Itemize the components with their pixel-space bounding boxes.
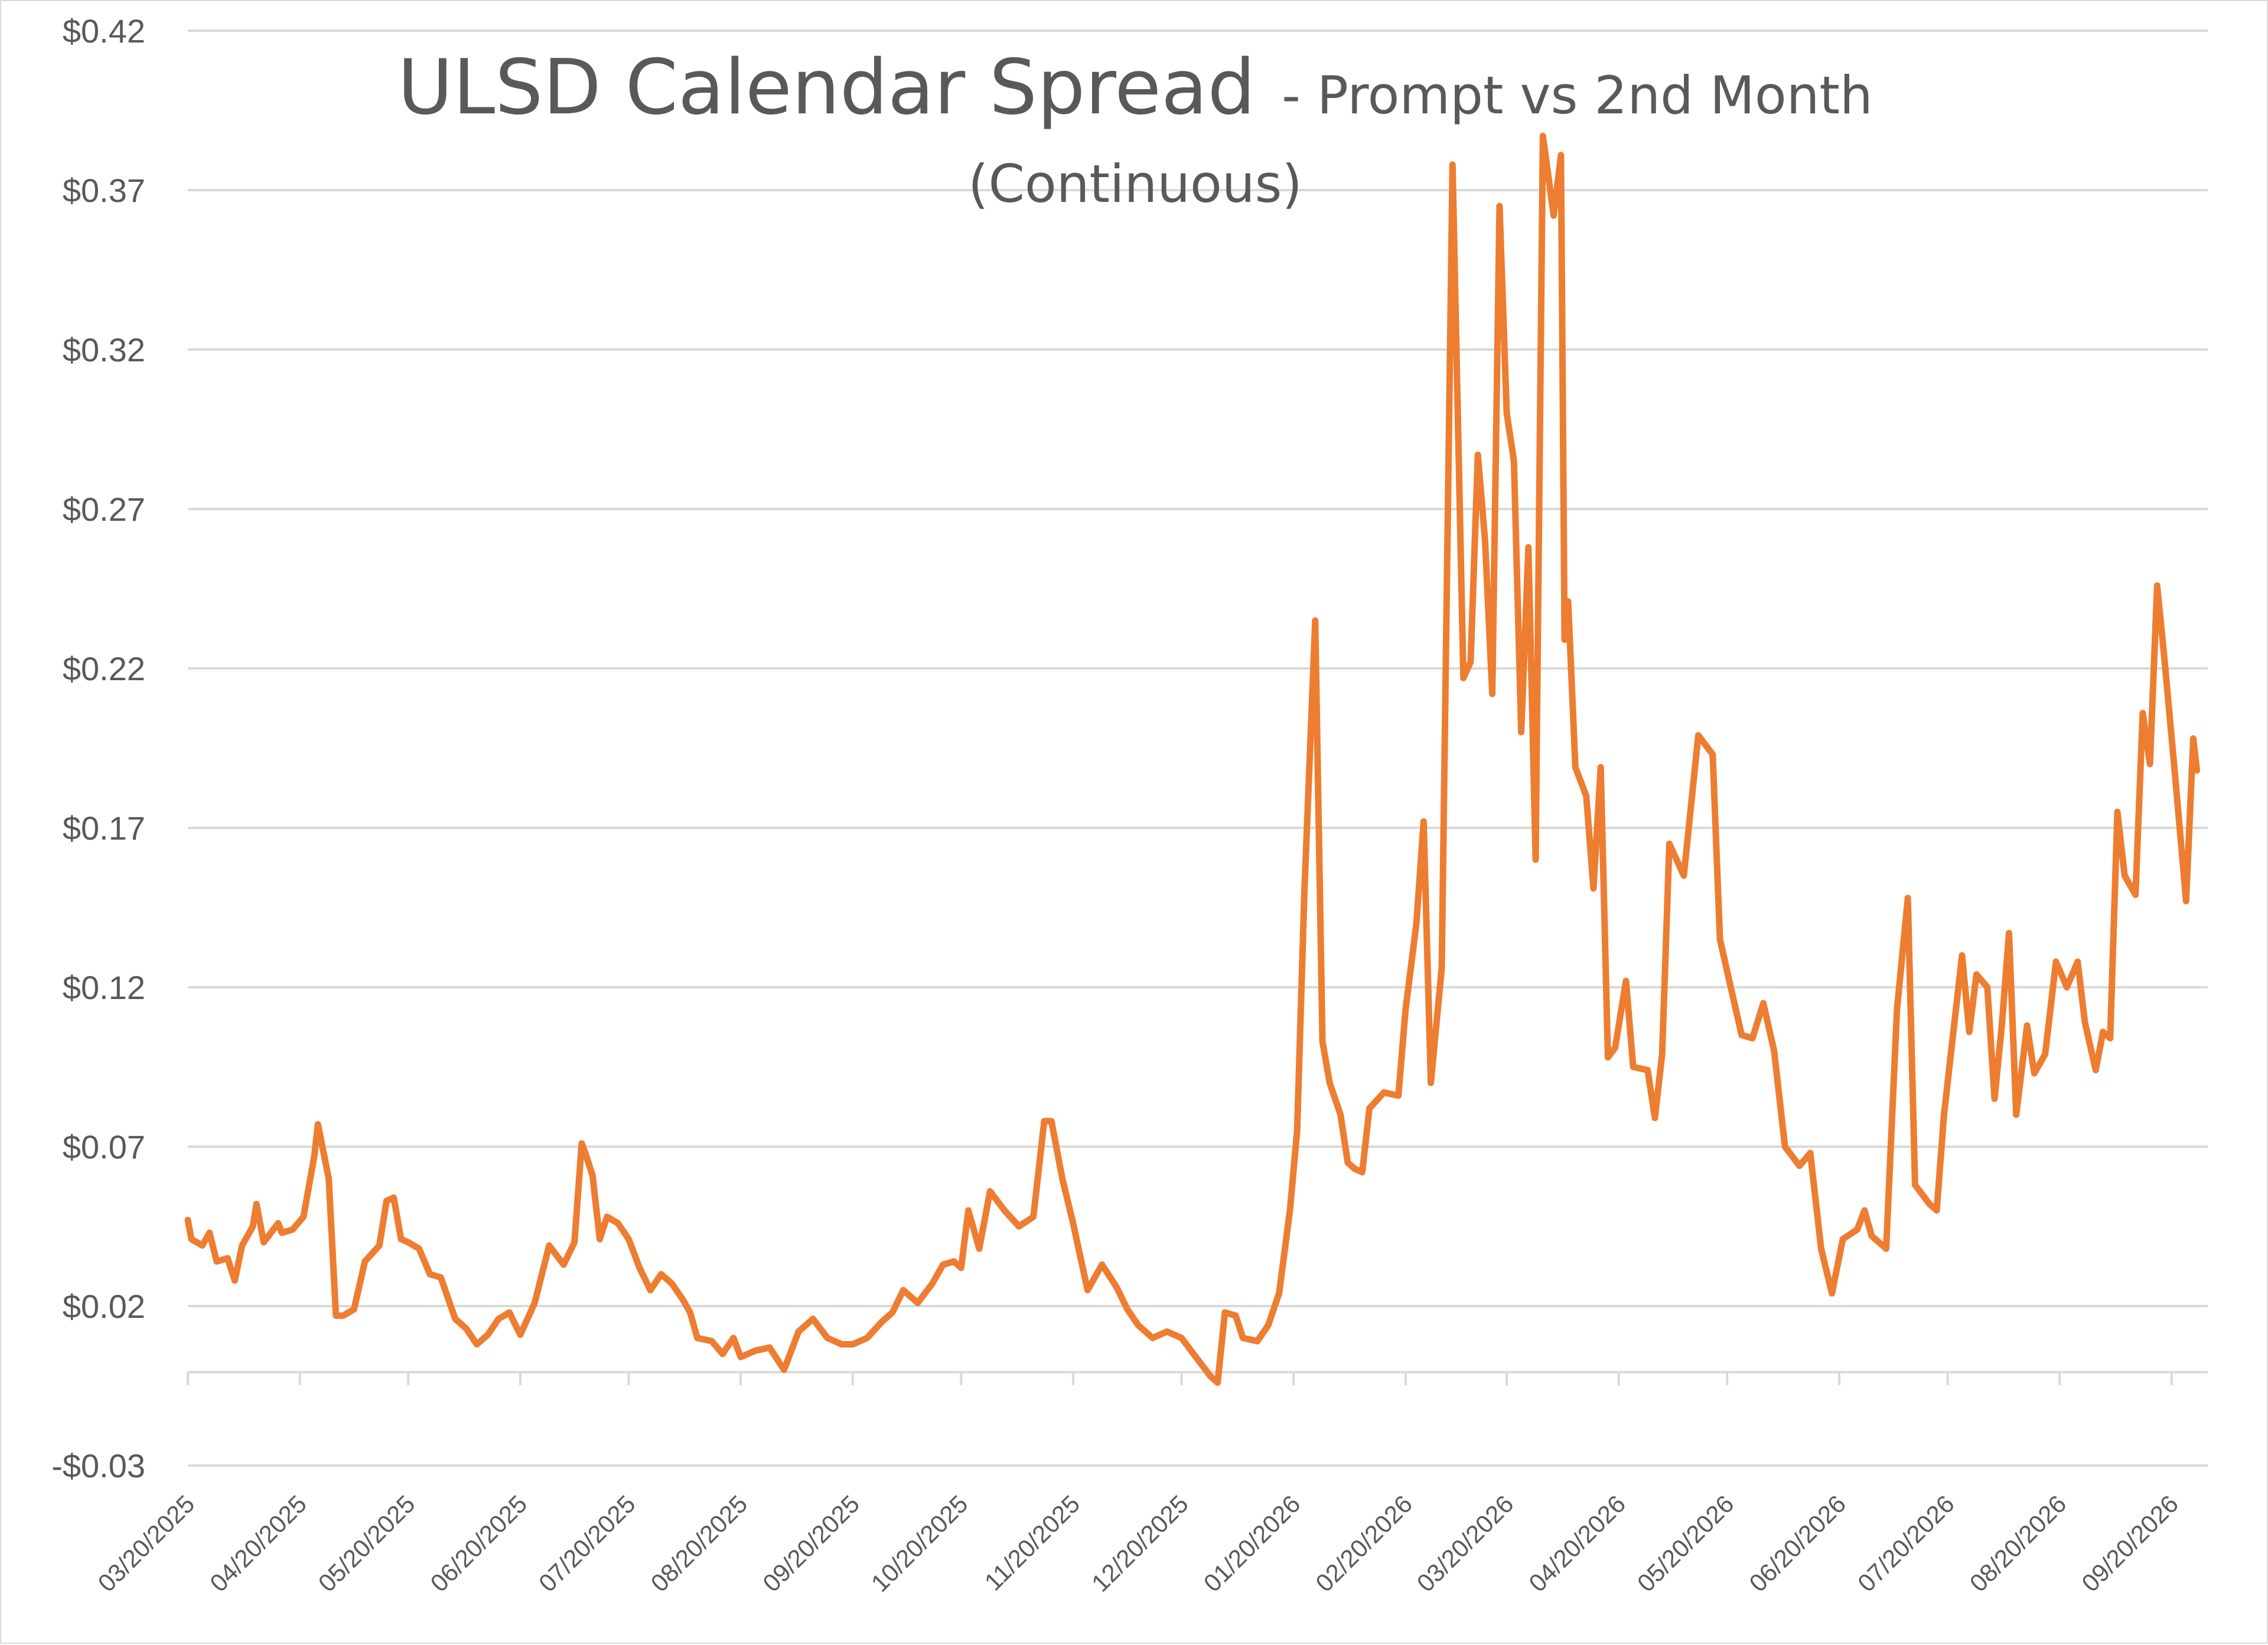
- x-tick-label: 07/20/2026: [1852, 1490, 1960, 1597]
- x-tick-label: 02/20/2026: [1310, 1490, 1418, 1597]
- y-tick-label: $0.07: [63, 1128, 145, 1166]
- y-tick-label: $0.02: [63, 1288, 145, 1325]
- y-tick-label: $0.17: [63, 810, 145, 847]
- y-tick-label: $0.27: [63, 491, 145, 528]
- x-tick-label: 05/20/2026: [1632, 1490, 1739, 1597]
- x-tick-label: 04/20/2025: [204, 1490, 312, 1597]
- y-tick-label: $0.32: [63, 331, 145, 368]
- x-tick-label: 12/20/2025: [1086, 1490, 1194, 1597]
- y-axis: $0.42 $0.37 $0.32 $0.27 $0.22 $0.17 $0.12 $0.07…: [51, 12, 145, 1484]
- chart-title: ULSD Calendar Spread - Prompt vs 2nd Mon…: [397, 44, 1873, 214]
- x-axis: [187, 1371, 2208, 1385]
- series: [184, 132, 2201, 1386]
- gridlines: [188, 30, 2208, 1467]
- x-tick-label: 06/20/2026: [1744, 1490, 1851, 1597]
- x-tick-label: 05/20/2025: [313, 1490, 421, 1597]
- x-tick-label: 11/20/2025: [979, 1490, 1086, 1596]
- x-tick-label: 10/20/2025: [866, 1490, 973, 1597]
- title-line2: (Continuous): [968, 154, 1302, 214]
- x-tick-label: 08/20/2026: [1964, 1490, 2072, 1597]
- y-tick-label: -$0.03: [51, 1447, 145, 1484]
- y-tick-label: $0.42: [63, 12, 145, 50]
- x-tick-label: 04/20/2026: [1523, 1490, 1631, 1597]
- x-tick-label: 08/20/2025: [646, 1490, 753, 1597]
- y-tick-label: $0.37: [63, 172, 145, 209]
- title-subtitle: - Prompt vs 2nd Month: [1282, 65, 1873, 126]
- x-tick-label: 03/20/2026: [1412, 1490, 1519, 1597]
- x-tick-labels: 03/20/2025 04/20/2025 05/20/2025 06/20/2025…: [92, 1490, 2184, 1597]
- y-tick-label: $0.12: [63, 969, 145, 1006]
- title-main: ULSD Calendar Spread: [397, 44, 1256, 132]
- x-tick-label: 01/20/2026: [1198, 1490, 1306, 1597]
- x-tick-label: 06/20/2025: [425, 1490, 532, 1597]
- x-tick-label: 03/20/2025: [92, 1490, 200, 1597]
- x-tick-label: 09/20/2025: [757, 1490, 865, 1597]
- x-tick-label: 07/20/2025: [533, 1490, 641, 1597]
- svg-text:ULSD Calendar Spread -: ULSD Calendar Spread - Prompt vs 2nd Mon…: [397, 44, 1873, 132]
- x-tick-label: 09/20/2026: [2076, 1490, 2184, 1597]
- series-line: [184, 132, 2201, 1386]
- y-tick-label: $0.22: [63, 650, 145, 687]
